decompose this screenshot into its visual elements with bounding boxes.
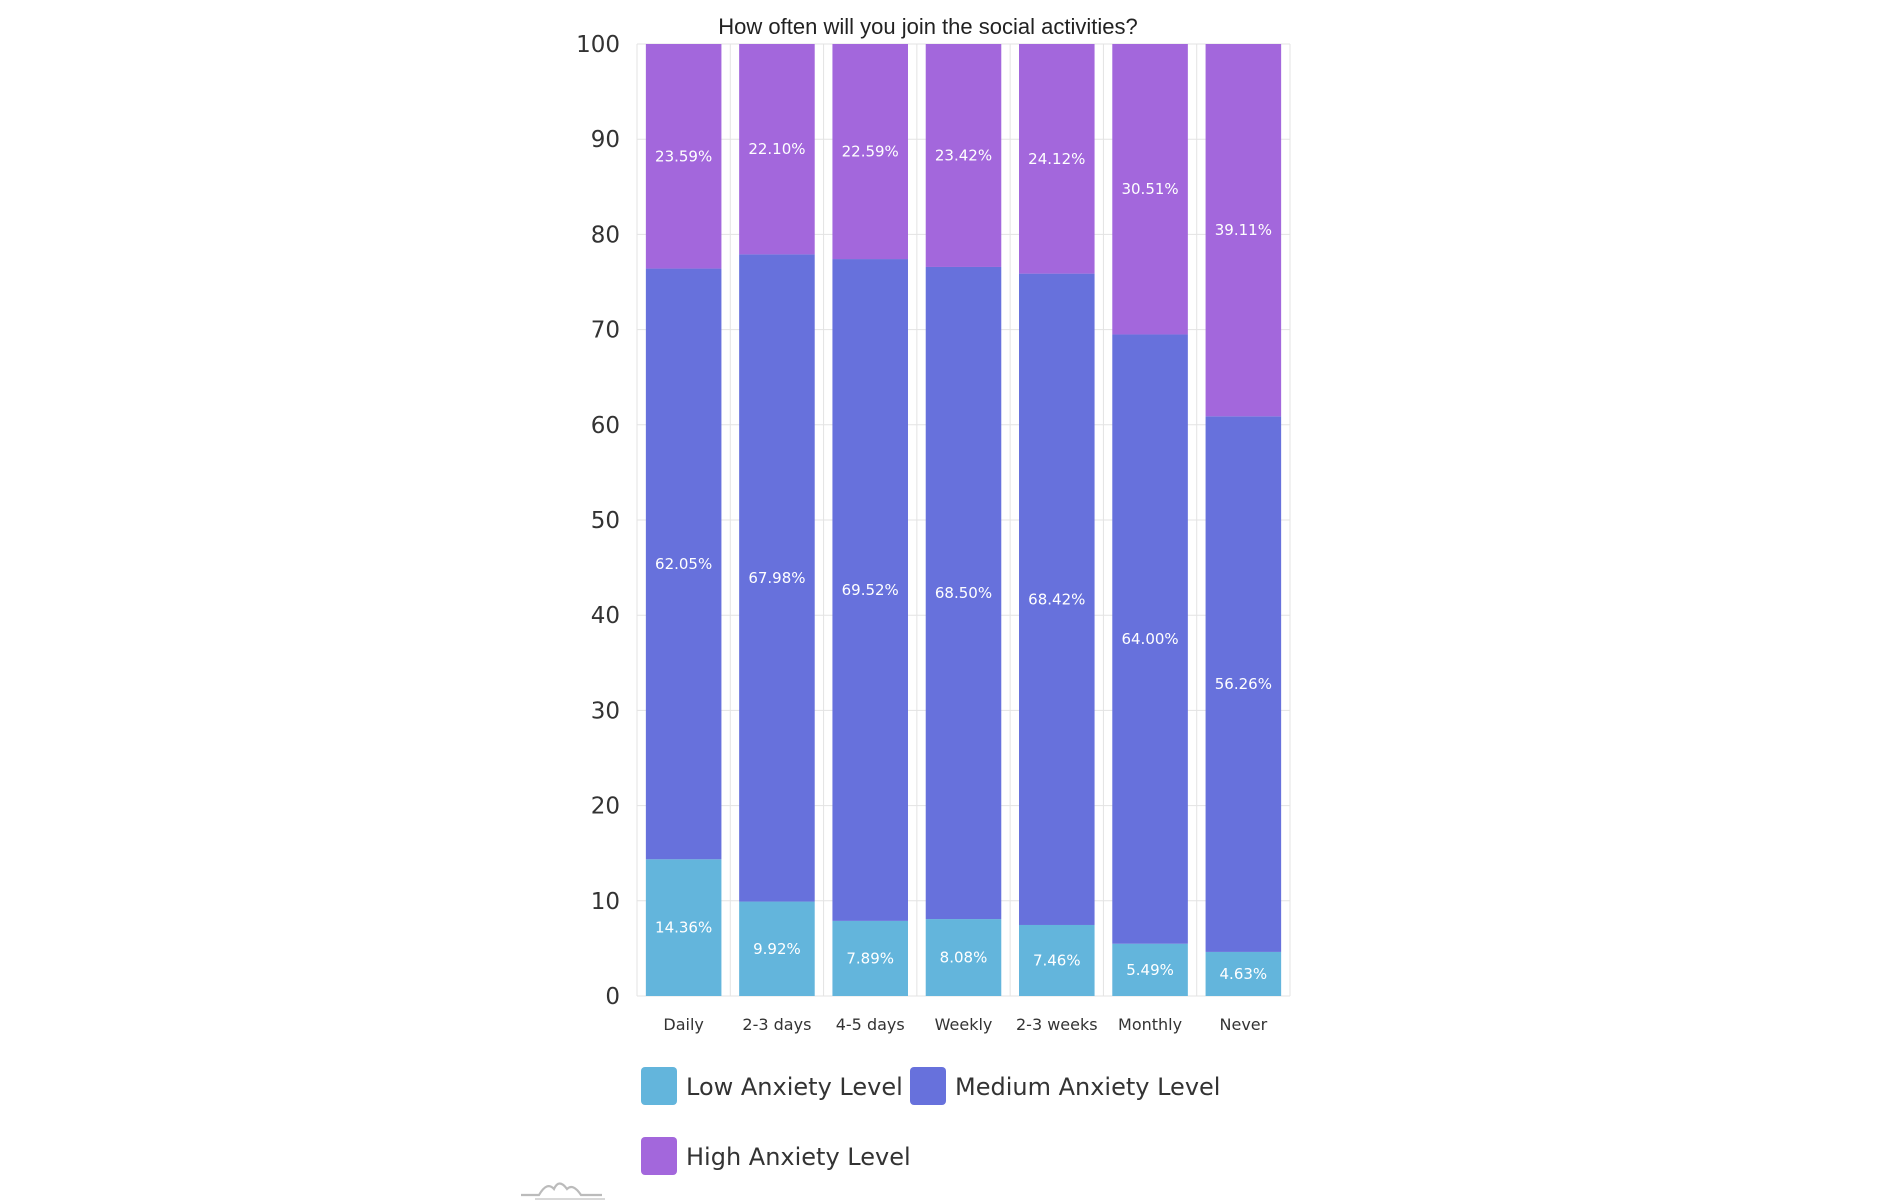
legend-swatch bbox=[641, 1137, 677, 1175]
x-tick-label: Weekly bbox=[935, 1015, 993, 1034]
x-tick-label: 4-5 days bbox=[836, 1015, 905, 1034]
y-tick-label: 30 bbox=[591, 698, 620, 724]
bar-segment[interactable] bbox=[1205, 416, 1282, 952]
y-tick-label: 50 bbox=[591, 508, 620, 534]
bar-segment[interactable] bbox=[1112, 334, 1188, 944]
data-label: 14.36% bbox=[655, 919, 712, 937]
data-label: 69.52% bbox=[842, 581, 899, 599]
data-label: 24.12% bbox=[1028, 150, 1085, 168]
bar-segment[interactable] bbox=[645, 44, 722, 269]
y-tick-label: 90 bbox=[591, 127, 620, 153]
y-tick-label: 80 bbox=[591, 222, 620, 248]
legend-item[interactable]: Low Anxiety Level bbox=[641, 1067, 903, 1105]
legend[interactable]: Low Anxiety Level Medium Anxiety Level Hig… bbox=[641, 1067, 1220, 1175]
data-label: 68.42% bbox=[1028, 590, 1085, 608]
legend-swatch bbox=[641, 1067, 677, 1105]
bar-segment[interactable] bbox=[1112, 943, 1188, 996]
data-label: 23.42% bbox=[935, 146, 992, 164]
legend-item[interactable]: Medium Anxiety Level bbox=[910, 1067, 1220, 1105]
chart-logo-icon bbox=[521, 1182, 605, 1200]
y-tick-label: 100 bbox=[576, 32, 620, 58]
bar-segment[interactable] bbox=[645, 268, 722, 860]
y-tick-label: 70 bbox=[591, 318, 620, 344]
data-label: 23.59% bbox=[655, 147, 712, 165]
bar-segment[interactable] bbox=[925, 44, 1002, 267]
data-label: 64.00% bbox=[1121, 630, 1178, 648]
data-label: 9.92% bbox=[753, 940, 801, 958]
data-label: 30.51% bbox=[1121, 180, 1178, 198]
y-tick-label: 10 bbox=[591, 889, 620, 915]
chart-title: How often will you join the social activ… bbox=[718, 14, 1137, 39]
data-labels: 14.36% 62.05% 23.59% 9.92% 67.98% 22.10% 7.89%… bbox=[655, 140, 1272, 983]
bar-segment[interactable] bbox=[1019, 44, 1095, 274]
bar-segment[interactable] bbox=[739, 901, 815, 996]
bars bbox=[645, 44, 1282, 996]
legend-label: High Anxiety Level bbox=[686, 1143, 911, 1171]
data-label: 39.11% bbox=[1215, 221, 1272, 239]
data-label: 4.63% bbox=[1220, 965, 1268, 983]
legend-item[interactable]: High Anxiety Level bbox=[641, 1137, 911, 1175]
legend-swatch bbox=[910, 1067, 946, 1105]
bar-segment[interactable] bbox=[1205, 951, 1282, 996]
data-label: 5.49% bbox=[1126, 961, 1174, 979]
legend-label: Medium Anxiety Level bbox=[955, 1073, 1220, 1101]
bar-segment[interactable] bbox=[1205, 44, 1282, 417]
bar-segment[interactable] bbox=[645, 859, 722, 996]
x-tick-label: Daily bbox=[663, 1015, 703, 1034]
bar-segment[interactable] bbox=[832, 259, 908, 921]
bar-segment[interactable] bbox=[1019, 273, 1095, 925]
bar-segment[interactable] bbox=[1019, 924, 1095, 996]
data-label: 62.05% bbox=[655, 555, 712, 573]
data-label: 22.10% bbox=[748, 140, 805, 158]
data-label: 56.26% bbox=[1215, 675, 1272, 693]
bar-segment[interactable] bbox=[739, 254, 815, 902]
bar-segment[interactable] bbox=[925, 266, 1002, 920]
y-tick-label: 0 bbox=[605, 984, 620, 1010]
data-label: 67.98% bbox=[748, 569, 805, 587]
bar-segment[interactable] bbox=[739, 44, 815, 255]
bar-segment[interactable] bbox=[925, 919, 1002, 996]
data-label: 68.50% bbox=[935, 584, 992, 602]
y-axis: 0 10 20 30 40 50 60 70 80 90 100 bbox=[576, 32, 620, 1010]
data-label: 7.89% bbox=[846, 949, 894, 967]
y-tick-label: 40 bbox=[591, 603, 620, 629]
bar-segment[interactable] bbox=[1112, 44, 1188, 335]
x-tick-label: 2-3 days bbox=[742, 1015, 811, 1034]
data-label: 7.46% bbox=[1033, 951, 1081, 969]
bar-segment[interactable] bbox=[832, 920, 908, 996]
x-axis: Daily 2-3 days 4-5 days Weekly 2-3 weeks Mont… bbox=[663, 1015, 1267, 1034]
x-tick-label: Never bbox=[1220, 1015, 1268, 1034]
legend-label: Low Anxiety Level bbox=[686, 1073, 903, 1101]
y-tick-label: 20 bbox=[591, 794, 620, 820]
y-tick-label: 60 bbox=[591, 413, 620, 439]
bar-segment[interactable] bbox=[832, 44, 908, 260]
data-label: 22.59% bbox=[842, 143, 899, 161]
x-tick-label: Monthly bbox=[1118, 1015, 1182, 1034]
x-tick-label: 2-3 weeks bbox=[1016, 1015, 1098, 1034]
data-label: 8.08% bbox=[940, 949, 988, 967]
